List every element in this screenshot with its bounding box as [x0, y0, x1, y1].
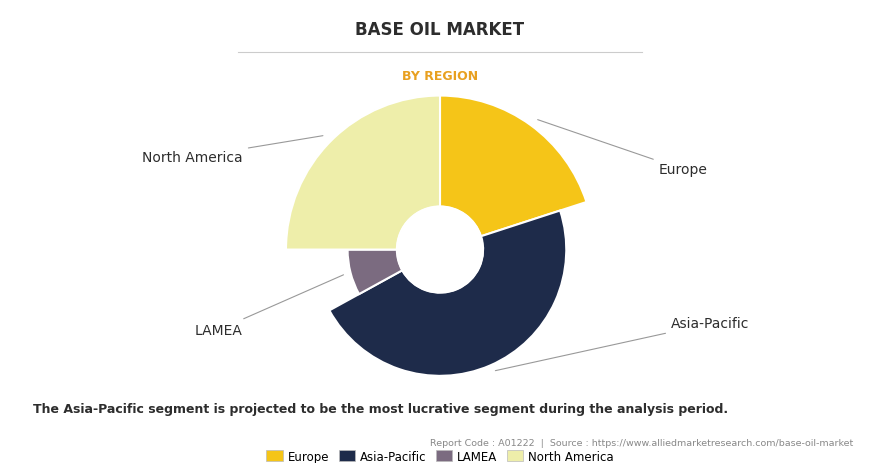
Wedge shape: [329, 211, 566, 376]
Text: BY REGION: BY REGION: [402, 70, 478, 83]
Text: BASE OIL MARKET: BASE OIL MARKET: [356, 21, 524, 39]
Wedge shape: [348, 250, 402, 294]
Wedge shape: [440, 96, 586, 237]
Legend: Europe, Asia-Pacific, LAMEA, North America: Europe, Asia-Pacific, LAMEA, North Ameri…: [261, 445, 619, 463]
Text: Europe: Europe: [538, 120, 708, 177]
Text: The Asia-Pacific segment is projected to be the most lucrative segment during th: The Asia-Pacific segment is projected to…: [33, 402, 729, 415]
Text: Asia-Pacific: Asia-Pacific: [495, 317, 750, 371]
Wedge shape: [286, 96, 440, 250]
Circle shape: [397, 207, 483, 293]
Text: LAMEA: LAMEA: [195, 275, 343, 337]
Text: Report Code : A01222  |  Source : https://www.alliedmarketresearch.com/base-oil-: Report Code : A01222 | Source : https://…: [430, 438, 854, 447]
Text: North America: North America: [143, 137, 323, 165]
